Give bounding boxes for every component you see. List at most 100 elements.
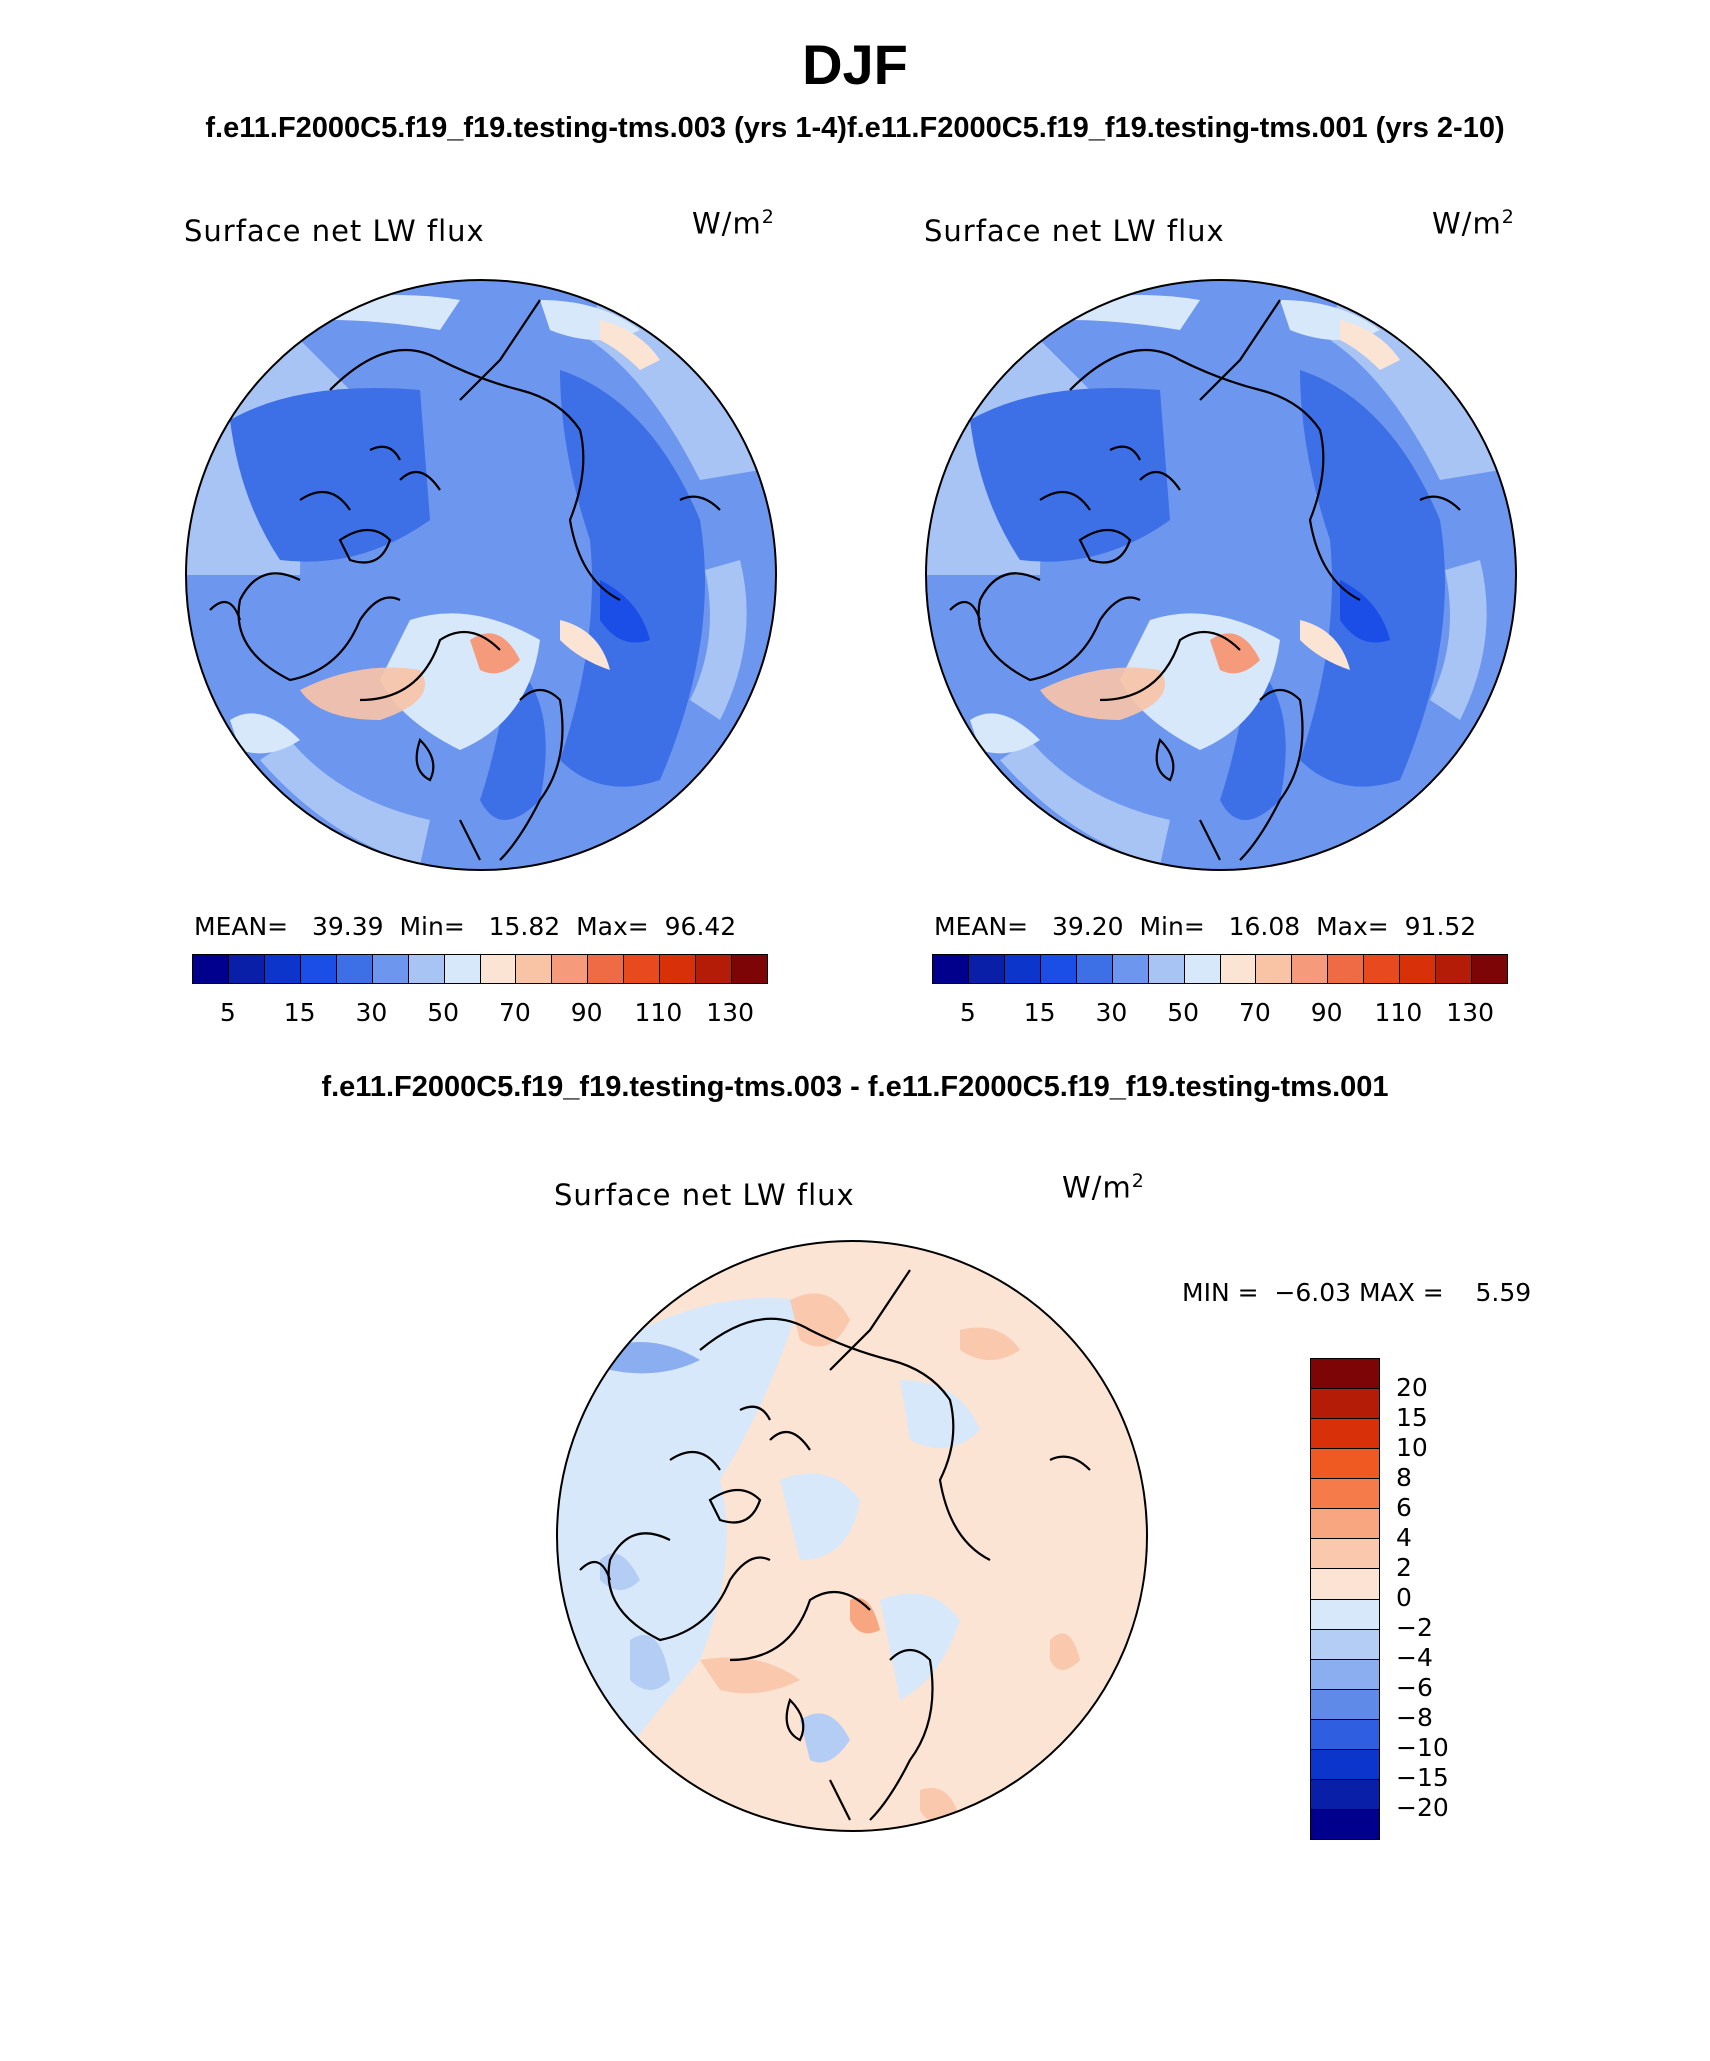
diff-colorbar-tick-label: 8 — [1396, 1463, 1412, 1492]
diff-colorbar-tick-label: 0 — [1396, 1583, 1412, 1612]
panel-2-colorbar-swatch — [1364, 955, 1401, 983]
difference-title: f.e11.F2000C5.f19_f19.testing-tms.003 - … — [321, 1071, 1389, 1103]
panel-1-colorbar-swatch — [336, 955, 373, 983]
panel-1-colorbar-swatch — [588, 955, 625, 983]
diff-colorbar-tick-label: 2 — [1396, 1553, 1412, 1582]
panel-2-colorbar-swatch — [1472, 955, 1507, 983]
diff-colorbar-tick-label: 10 — [1396, 1433, 1428, 1462]
panel-1-colorbar-tick-label: 50 — [427, 998, 460, 1027]
diff-colorbar-swatch — [1311, 1479, 1379, 1510]
diff-colorbar-tick-label: 4 — [1396, 1523, 1412, 1552]
panel-1-colorbar-swatch — [300, 955, 337, 983]
diff-colorbar-swatch — [1311, 1389, 1379, 1420]
panel-2-colorbar-swatch — [1112, 955, 1149, 983]
panel-1-colorbar-swatch — [624, 955, 661, 983]
diff-colorbar-swatch — [1311, 1449, 1379, 1480]
panel-1-coastlines — [209, 299, 721, 861]
diff-colorbar-swatch — [1311, 1629, 1379, 1660]
diff-coastlines — [579, 1269, 1091, 1821]
panel-2-colorbar-tick-label: 90 — [1310, 998, 1343, 1027]
panel-2-colorbar-swatch — [1328, 955, 1365, 983]
panel-1-colorbar-swatch — [660, 955, 697, 983]
panel-2-colorbar-swatch — [933, 955, 969, 983]
panel-1-colorbar-swatch — [228, 955, 265, 983]
panel-1-colorbar-tick-label: 15 — [283, 998, 316, 1027]
panel-2-colorbar-swatch — [1040, 955, 1077, 983]
diff-colorbar-tick-label: −2 — [1396, 1613, 1433, 1642]
panel-2-colorbar-tick-label: 15 — [1023, 998, 1056, 1027]
panel-1-colorbar-swatch — [444, 955, 481, 983]
diff-colorbar-swatch — [1311, 1539, 1379, 1570]
diff-colorbar-swatch — [1311, 1569, 1379, 1600]
diff-colorbar-tick-label: −15 — [1396, 1763, 1449, 1792]
figure-subtitle: f.e11.F2000C5.f19_f19.testing-tms.003 (y… — [0, 112, 1710, 145]
panel-1-colorbar-tick-label: 70 — [498, 998, 531, 1027]
panel-1-colorbar-tick-label: 5 — [219, 998, 236, 1027]
diff-colorbar-tick-label: 6 — [1396, 1493, 1412, 1522]
panel-2-colorbar-swatch — [1004, 955, 1041, 983]
panel-1-colorbar-swatch — [480, 955, 517, 983]
panel-2-colorbar-tick-label: 30 — [1095, 998, 1128, 1027]
panel-2-colorbar-tick-label: 5 — [959, 998, 976, 1027]
diff-contour-field — [557, 1241, 1147, 1831]
panel-2-stats: MEAN= 39.20 Min= 16.08 Max= 91.52 — [934, 912, 1477, 941]
panel-1-colorbar-tick-label: 90 — [570, 998, 603, 1027]
diff-colorbar-tick-label: −10 — [1396, 1733, 1449, 1762]
diff-colorbar-swatch — [1311, 1719, 1379, 1750]
panel-2-colorbar-tick-label: 50 — [1167, 998, 1200, 1027]
panel-2-colorbar-swatch — [1292, 955, 1329, 983]
panel-2-colorbar-swatch — [1400, 955, 1437, 983]
panel-2-colorbar-swatch — [1148, 955, 1185, 983]
panel-1-colorbar-swatch — [696, 955, 733, 983]
diff-colorbar-swatch — [1311, 1749, 1379, 1780]
figure-title: DJF — [802, 33, 908, 96]
panel-1-colorbar-swatch — [193, 955, 229, 983]
panel-1-colorbar-swatch — [732, 955, 767, 983]
panel-2-variable: Surface net LW flux — [924, 214, 1225, 248]
subtitle-case-1: f.e11.F2000C5.f19_f19.testing-tms.003 (y… — [205, 112, 847, 144]
diff-variable: Surface net LW flux — [554, 1178, 855, 1212]
panel-2-colorbar-tick-label: 130 — [1446, 998, 1494, 1027]
panel-1-colorbar-swatch — [408, 955, 445, 983]
panel-1-colorbar-tick-label: 110 — [634, 998, 683, 1027]
subtitle-case-2: f.e11.F2000C5.f19_f19.testing-tms.001 (y… — [846, 112, 1505, 144]
diff-colorbar-swatch — [1311, 1809, 1379, 1839]
diff-units: W/m2 — [1062, 1170, 1145, 1205]
diff-colorbar — [1310, 1358, 1380, 1840]
panel-2-colorbar-swatch — [1256, 955, 1293, 983]
panel-1-colorbar — [192, 954, 768, 984]
diff-colorbar-swatch — [1311, 1659, 1379, 1690]
panel-1-colorbar-swatch — [516, 955, 553, 983]
panel-2-coastlines — [949, 299, 1461, 861]
panel-1-colorbar-swatch — [264, 955, 301, 983]
panel-2-colorbar-swatch — [1184, 955, 1221, 983]
panel-2-colorbar-tick-label: 70 — [1238, 998, 1271, 1027]
diff-colorbar-swatch — [1311, 1599, 1379, 1630]
panel-1-colorbar-tick-label: 130 — [706, 998, 754, 1027]
panel-1-units: W/m2 — [692, 206, 775, 241]
diff-colorbar-tick-label: −20 — [1396, 1793, 1449, 1822]
panel-2-colorbar-swatch — [1076, 955, 1113, 983]
diff-colorbar-swatch — [1311, 1419, 1379, 1450]
panel-2-colorbar-tick-label: 110 — [1374, 998, 1423, 1027]
panel-1-stats: MEAN= 39.39 Min= 15.82 Max= 96.42 — [194, 912, 737, 941]
panel-1-colorbar-tick-label: 30 — [355, 998, 388, 1027]
panel-2-units: W/m2 — [1432, 206, 1515, 241]
panel-2-contour-field — [926, 280, 1516, 870]
panel-1-colorbar-swatch — [552, 955, 589, 983]
panel-1-contour-field — [186, 280, 776, 870]
diff-colorbar-tick-label: −4 — [1396, 1643, 1433, 1672]
panel-1-colorbar-swatch — [372, 955, 409, 983]
diff-colorbar-tick-label: 15 — [1396, 1403, 1428, 1432]
panel-2-colorbar — [932, 954, 1508, 984]
diff-colorbar-tick-label: −8 — [1396, 1703, 1433, 1732]
panel-2-colorbar-swatch — [968, 955, 1005, 983]
panel-2-colorbar-swatch — [1436, 955, 1473, 983]
diff-stats: MIN = −6.03 MAX = 5.59 — [1182, 1278, 1532, 1307]
diff-colorbar-swatch — [1311, 1509, 1379, 1540]
panel-1-variable: Surface net LW flux — [184, 214, 485, 248]
diff-colorbar-swatch — [1311, 1779, 1379, 1810]
diff-colorbar-swatch — [1311, 1689, 1379, 1720]
diff-colorbar-tick-label: −6 — [1396, 1673, 1433, 1702]
